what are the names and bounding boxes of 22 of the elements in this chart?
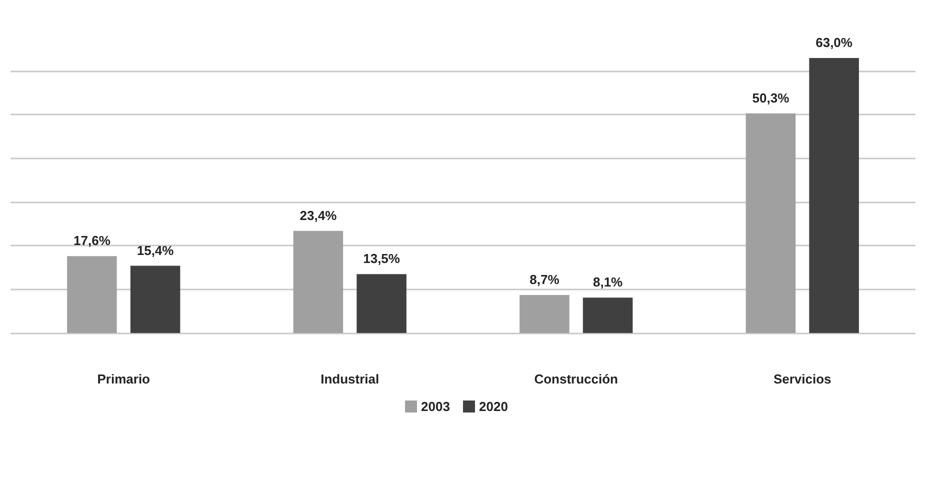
x-tick-label: Construcción <box>534 372 618 386</box>
bar <box>809 58 859 333</box>
x-tick-label: Servicios <box>773 372 832 386</box>
bar <box>582 298 633 333</box>
data-label: 13,5% <box>363 251 400 266</box>
data-label: 23,4% <box>300 208 338 223</box>
data-label: 63,0% <box>816 35 853 50</box>
x-tick-label: Industrial <box>320 372 380 386</box>
bar <box>130 266 180 333</box>
data-label: 8,1% <box>592 274 624 290</box>
bar <box>67 256 117 333</box>
data-label: 15,4% <box>136 242 174 258</box>
data-label: 17,6% <box>74 233 111 248</box>
bar <box>356 274 406 333</box>
data-label: 8,7% <box>530 272 560 288</box>
legend-label: 2020 <box>479 399 508 414</box>
bar <box>520 295 570 333</box>
legend-label: 2003 <box>421 399 450 414</box>
x-tick-label: Primario <box>97 372 150 386</box>
data-label: 50,3% <box>752 90 790 106</box>
bar <box>293 230 344 333</box>
bar <box>746 113 796 333</box>
